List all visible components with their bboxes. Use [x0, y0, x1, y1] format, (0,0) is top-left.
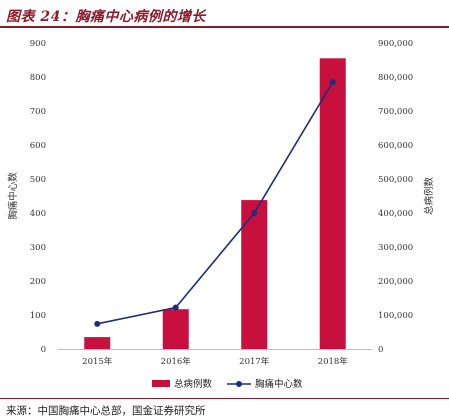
line-point-2 — [251, 210, 258, 216]
left-tick-label: 700 — [30, 107, 46, 117]
line-point-1 — [172, 304, 179, 311]
right-tick-label: 700,000 — [378, 107, 413, 117]
figure-title: 图表 24：胸痛中心病例的增长 — [6, 9, 206, 25]
left-tick-label: 500 — [30, 175, 46, 185]
bars-group — [84, 58, 346, 350]
left-tick-label: 400 — [30, 209, 46, 219]
bar-1 — [162, 309, 189, 349]
x-tick-label: 2016年 — [161, 356, 192, 367]
legend-line-marker — [236, 381, 242, 387]
x-tick-label: 2017年 — [239, 356, 270, 367]
right-tick-label: 200,000 — [378, 277, 413, 287]
source-rule — [0, 398, 449, 399]
right-axis-label: 总病例数 — [423, 177, 435, 216]
right-tick-label: 500,000 — [378, 175, 413, 185]
legend-bar-label: 总病例数 — [174, 378, 213, 390]
left-axis-label: 胸痛中心数 — [7, 172, 19, 220]
left-tick-label: 100 — [30, 311, 46, 321]
x-axis-ticks: 2015年 2016年 2017年 2018年 — [82, 356, 348, 367]
right-tick-label: 400,000 — [378, 209, 413, 219]
legend: 总病例数 胸痛中心数 — [152, 378, 303, 390]
right-tick-label: 600,000 — [378, 141, 413, 151]
right-tick-label: 300,000 — [378, 243, 413, 253]
left-tick-label: 900 — [30, 39, 46, 49]
line-point-3 — [329, 79, 336, 86]
left-axis-ticks: 0 100 200 300 400 500 600 700 800 900 — [30, 39, 46, 355]
left-tick-label: 800 — [30, 73, 46, 83]
left-tick-label: 300 — [30, 243, 46, 253]
right-tick-label: 800,000 — [378, 73, 413, 83]
right-axis-ticks: 0 100,000 200,000 300,000 400,000 500,000 600,… — [378, 39, 413, 355]
left-tick-label: 600 — [30, 141, 46, 151]
right-tick-label: 100,000 — [378, 311, 413, 321]
x-tick-label: 2018年 — [318, 356, 349, 367]
legend-bar-swatch — [152, 380, 170, 387]
bar-3 — [319, 58, 346, 350]
chart: 0 100 200 300 400 500 600 700 800 900 0 100,000 200… — [7, 39, 435, 390]
line-series — [97, 81, 334, 325]
source-note: 来源：中国胸痛中心总部，国金证券研究所 — [6, 405, 206, 417]
legend-line-label: 胸痛中心数 — [255, 378, 303, 390]
bar-2 — [241, 200, 268, 349]
line-point-0 — [94, 320, 101, 327]
left-tick-label: 0 — [41, 345, 46, 355]
line-group — [94, 79, 336, 327]
right-tick-label: 900,000 — [378, 39, 413, 49]
x-tick-label: 2015年 — [82, 356, 113, 367]
right-tick-label: 0 — [378, 345, 383, 355]
bar-0 — [84, 337, 111, 349]
left-tick-label: 200 — [30, 277, 46, 287]
title-rule — [0, 26, 449, 28]
